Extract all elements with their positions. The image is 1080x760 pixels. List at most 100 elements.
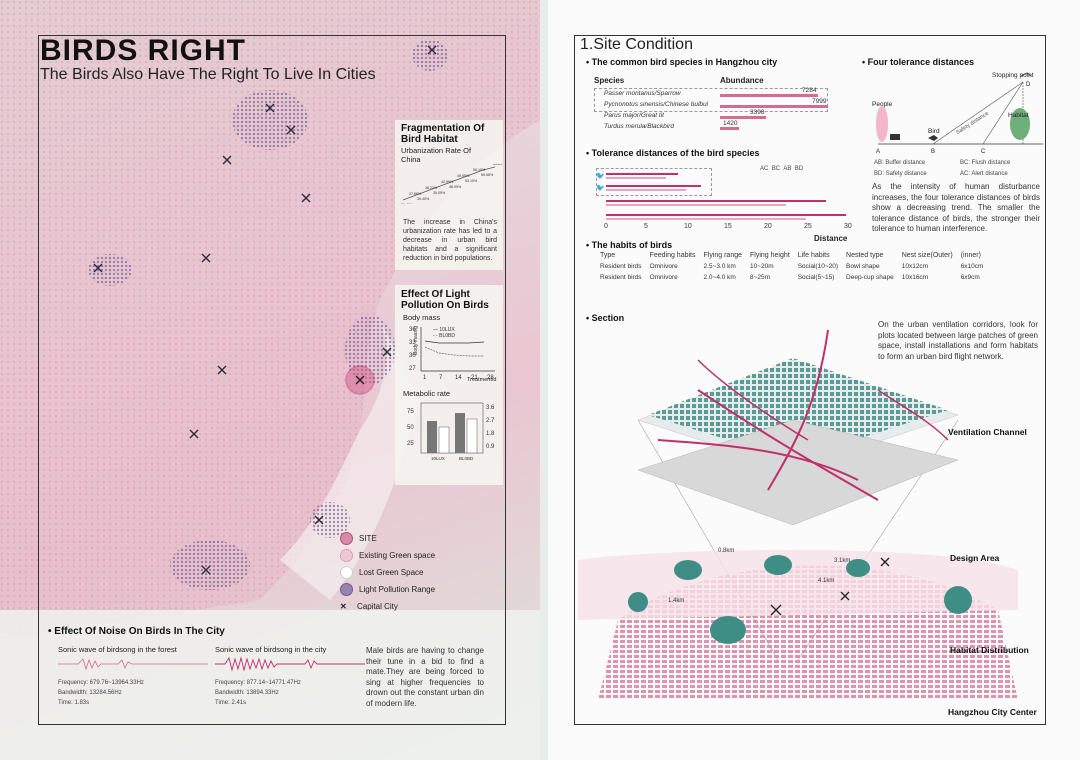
habits-cell: 2.0~4.0 km	[703, 274, 736, 281]
distance-label: 0.8km	[718, 548, 734, 554]
four-text: As the intensity of human disturbance in…	[872, 182, 1040, 233]
light-pollution-icon	[340, 583, 353, 597]
body-mass-label: Body mass	[403, 313, 441, 322]
body-mass-ytick: 30	[409, 353, 416, 359]
tolerance-xtick: 10	[684, 223, 692, 230]
body-mass-xtick: 7	[439, 375, 443, 381]
safety-distance-label: Safety distance	[955, 111, 990, 137]
habits-table: Type Feeding habits Flying range Flying hei…	[596, 250, 987, 283]
body-mass-ytick: 33	[409, 340, 416, 346]
bird-label: Bird	[928, 128, 940, 135]
legend-lost-green: Lost Green Space	[340, 564, 435, 581]
distance-label: 3.1km	[834, 558, 850, 564]
urbanization-value: 42.99%	[441, 180, 454, 184]
species-col2: Abundance	[720, 76, 764, 85]
tolerance-xtick: 0	[604, 223, 608, 230]
page-title: BIRDS RIGHT	[40, 34, 246, 67]
metabolic-ytick-right: 3.6	[486, 405, 495, 411]
abundance-value: 1420	[723, 120, 738, 127]
noise-heading: • Effect Of Noise On Birds In The City	[48, 626, 225, 637]
body-mass-chart: 36 33 30 27 1 7 14 21 28 — 10LUX - - BL0BD Body…	[409, 326, 495, 381]
habits-cell: Resident birds	[600, 263, 642, 270]
point-d: D	[1026, 82, 1031, 88]
urbanization-value: 63.89%	[493, 164, 503, 166]
noise-text: Male birds are having to change their tu…	[366, 646, 484, 708]
species-name: Passer montanus/Sparrow	[604, 90, 681, 97]
map-legend: SITE Existing Green space Lost Green Spa…	[340, 530, 435, 615]
abundance-bar	[720, 105, 828, 108]
habits-cell: Social(10~20)	[797, 263, 839, 270]
abundance-value: 3398	[750, 109, 765, 116]
right-page: 1.Site Condition • The common bird speci…	[548, 0, 1080, 760]
section-text: On the urban ventilation corridors, look…	[878, 320, 1038, 361]
urbanization-value: 59.58%	[481, 173, 494, 177]
urbanization-value: 39.09%	[433, 191, 446, 195]
legend-capital: ✕ Capital City	[340, 598, 435, 615]
body-mass-ylabel: Body mass/g	[413, 326, 419, 355]
point-a: A	[876, 149, 880, 155]
distance-definitions: AB: Buffer distance BC: Flush distance BD…	[874, 160, 1011, 177]
habits-header-cell: Nested type	[846, 252, 884, 259]
lost-green-icon	[340, 566, 353, 580]
people-label: People	[872, 101, 893, 108]
habits-cell: 10x16cm	[901, 274, 929, 281]
city-stats: Frequency: 877.14~14771.47Hz Bandwidth: 1…	[215, 680, 301, 706]
species-heading: • The common bird species in Hangzhou ci…	[586, 57, 778, 67]
species-name: Parus major/Great tit	[604, 112, 664, 119]
habits-cell: Omnivore	[649, 274, 678, 281]
body-mass-xtick: 21	[471, 375, 478, 381]
four-distance-diagram: A B C D Safety distance	[876, 72, 1043, 155]
species-col1: Species	[594, 76, 625, 85]
abundance-bar	[720, 94, 818, 97]
city-wave	[215, 656, 365, 672]
city-wave-title: Sonic wave of birdsong in the city	[215, 645, 327, 654]
abundance-bar	[720, 116, 766, 119]
point-c: C	[981, 149, 986, 155]
legend-site: SITE	[340, 530, 435, 547]
fragmentation-panel: Fragmentation Of Bird Habitat Urbanizati…	[395, 120, 503, 270]
metabolic-ytick-right: 2.7	[486, 418, 495, 424]
body-mass-ytick: 27	[409, 366, 416, 372]
urbanization-value: 27.66%	[409, 192, 422, 196]
urbanization-value: 36.22%	[425, 186, 438, 190]
species-name: Turdus merula/Blackbird	[604, 123, 674, 130]
abundance-value: 7284	[802, 87, 817, 94]
urbanization-chart: 26.41% 27.66%30.40% 36.22%39.09% 42.99%46.9…	[401, 164, 503, 204]
forest-stats: Frequency: 679.76~13964.33Hz Bandwidth: 1…	[58, 680, 144, 706]
body-mass-xtick: 14	[455, 375, 462, 381]
tolerance-xtick: 25	[804, 223, 812, 230]
habitat-label: Habitat	[1008, 112, 1029, 119]
species-highlight-box	[594, 88, 828, 112]
habits-cell: Deep-cup shape	[846, 274, 894, 281]
habits-header-cell: Feeding habits	[649, 252, 696, 259]
body-mass-xtick: 1	[423, 375, 427, 381]
habits-cell: 10x12cm	[901, 263, 929, 270]
person-icon	[876, 106, 888, 142]
habits-cell: 8~25m	[750, 274, 771, 281]
legend-light-pollution: Light Pollution Range	[340, 581, 435, 598]
section-title: 1.Site Condition	[580, 36, 693, 53]
svg-text:🐦: 🐦	[596, 172, 605, 180]
urbanization-chart-title: Urbanization Rate Of China	[401, 146, 472, 164]
habits-cell: Omnivore	[649, 263, 678, 270]
left-page: BIRDS RIGHT The Birds Also Have The Righ…	[0, 0, 540, 760]
distance-label: 1.4km	[668, 598, 684, 604]
habits-header-cell: Type	[600, 252, 616, 259]
four-heading: • Four tolerance distances	[862, 57, 975, 67]
metabolic-category: 10LUX	[431, 456, 445, 461]
light-pollution-heading: Effect Of Light Pollution On Birds	[401, 289, 489, 311]
section-heading: • Section	[586, 313, 625, 323]
distance-label: 4.1km	[818, 578, 834, 584]
habits-cell: 6x9cm	[960, 274, 980, 281]
svg-text:🐦: 🐦	[596, 184, 605, 192]
metabolic-ytick-right: 0.9	[486, 444, 495, 450]
urbanization-value: 56.10%	[473, 168, 486, 172]
habits-heading: • The habits of birds	[586, 240, 673, 250]
metabolic-chart: 75 50 25 3.6 2.7 1.8 0.9 10LUX BL0BD	[407, 402, 495, 461]
site-icon	[340, 532, 353, 546]
metabolic-ytick-left: 50	[407, 425, 414, 431]
legend-existing-green: Existing Green space	[340, 547, 435, 564]
urbanization-value: 53.10%	[465, 179, 478, 183]
tolerance-xtick: 30	[844, 223, 852, 230]
point-b: B	[931, 149, 935, 155]
